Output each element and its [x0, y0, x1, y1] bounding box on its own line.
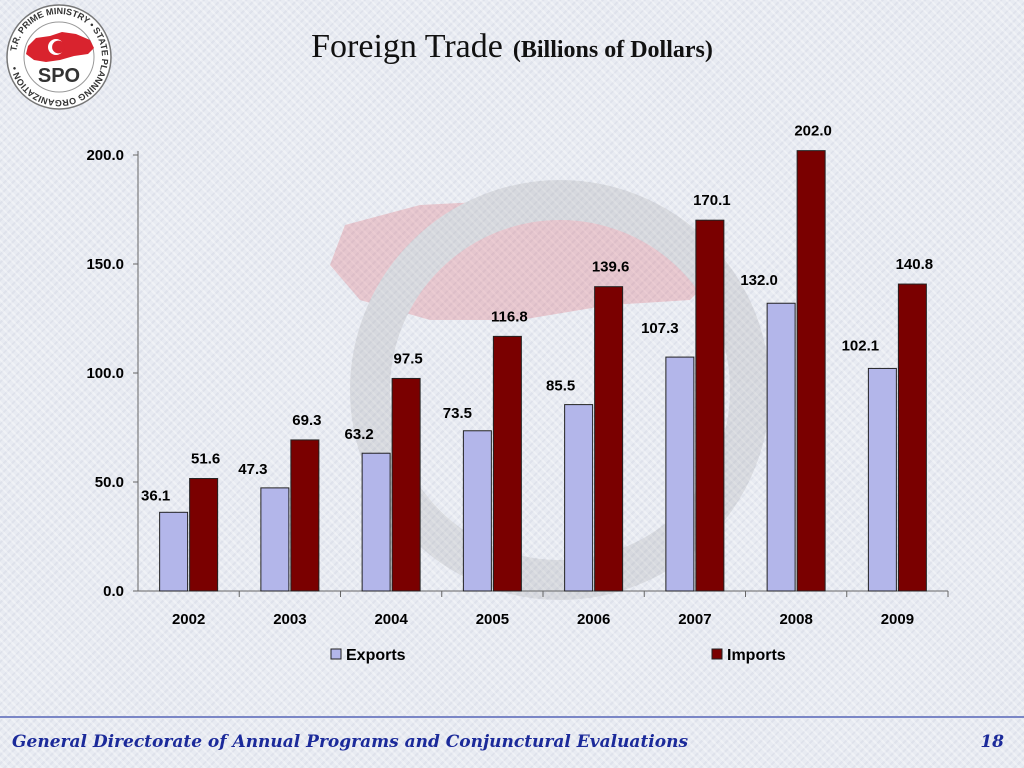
exports-data-label: 36.1 — [141, 487, 170, 504]
exports-bar — [564, 404, 594, 592]
exports-data-label: 102.1 — [842, 337, 880, 354]
exports-bar — [665, 356, 695, 592]
chart-title: Foreign Trade — [311, 28, 503, 65]
imports-bar — [796, 150, 826, 592]
y-tick-label: 50.0 — [95, 474, 124, 491]
exports-bar — [260, 487, 290, 592]
imports-data-label: 51.6 — [191, 451, 220, 468]
imports-data-label: 97.5 — [394, 350, 423, 367]
y-tick-label: 200.0 — [86, 147, 124, 164]
x-tick-label: 2006 — [577, 611, 610, 628]
imports-bar — [492, 335, 522, 592]
imports-bar — [695, 219, 725, 592]
imports-bar — [391, 377, 421, 592]
imports-data-label: 69.3 — [292, 412, 321, 429]
exports-legend-swatch — [330, 648, 342, 660]
footer-text: General Directorate of Annual Programs a… — [12, 732, 689, 752]
x-tick-label: 2004 — [374, 611, 408, 628]
imports-bar — [594, 286, 624, 592]
exports-legend-label: Exports — [346, 647, 406, 664]
x-tick-label: 2005 — [476, 611, 509, 628]
imports-data-label: 202.0 — [794, 123, 832, 140]
imports-bar — [189, 478, 219, 592]
exports-data-label: 107.3 — [641, 320, 679, 337]
spo-logo: T.R. PRIME MINISTRY • STATE PLANNING ORG… — [6, 4, 112, 110]
exports-data-label: 85.5 — [546, 378, 575, 395]
imports-data-label: 139.6 — [592, 259, 630, 276]
x-tick-label: 2003 — [273, 611, 306, 628]
x-tick-label: 2007 — [678, 611, 711, 628]
foreign-trade-chart: 0.0 50.0 100.0 150.0 200.0 2002 2003 2004 2005 20… — [86, 123, 949, 664]
x-tick-label: 2008 — [779, 611, 812, 628]
page-number: 18 — [980, 732, 1004, 752]
imports-legend-label: Imports — [727, 647, 786, 664]
imports-data-label: 170.1 — [693, 192, 731, 209]
exports-bar — [361, 452, 391, 592]
imports-bar — [290, 439, 320, 592]
exports-data-label: 73.5 — [443, 405, 472, 422]
slide-title: Foreign Trade (Billions of Dollars) — [0, 28, 1024, 66]
logo-abbreviation: SPO — [38, 65, 80, 87]
imports-data-label: 140.8 — [896, 256, 934, 273]
y-tick-label: 100.0 — [86, 365, 124, 382]
exports-data-label: 63.2 — [345, 426, 374, 443]
exports-bar — [766, 302, 796, 592]
imports-bar — [897, 283, 927, 592]
exports-data-label: 47.3 — [238, 461, 267, 478]
imports-legend-swatch — [711, 648, 723, 660]
y-tick-label: 0.0 — [103, 583, 124, 600]
exports-bar — [867, 367, 897, 592]
y-tick-label: 150.0 — [86, 256, 124, 273]
exports-bar — [159, 511, 189, 592]
exports-bar — [462, 430, 492, 592]
footer-divider — [0, 716, 1024, 718]
chart-subtitle: (Billions of Dollars) — [512, 37, 713, 63]
exports-data-label: 132.0 — [740, 272, 778, 289]
x-tick-label: 2002 — [172, 611, 205, 628]
x-tick-label: 2009 — [881, 611, 914, 628]
imports-data-label: 116.8 — [491, 308, 528, 325]
